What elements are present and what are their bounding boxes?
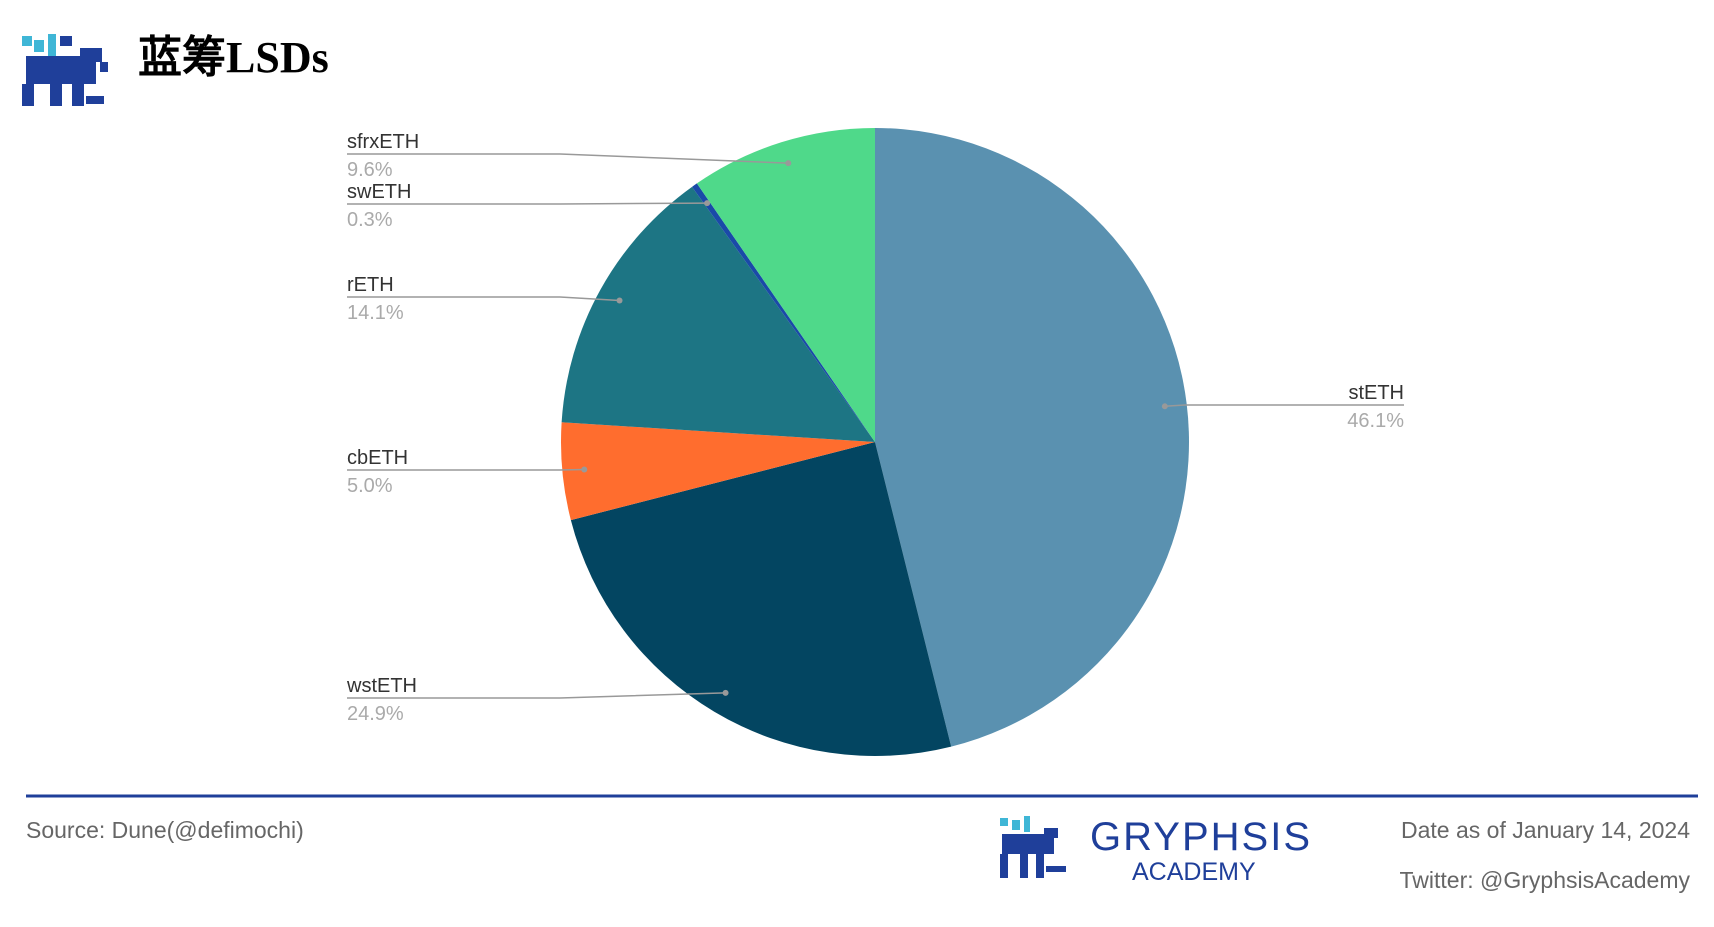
brand-sub: ACADEMY xyxy=(1132,858,1256,886)
slice-value: 5.0% xyxy=(347,475,393,497)
slice-label: cbETH xyxy=(347,447,408,469)
title: 蓝筹LSDs xyxy=(138,33,329,82)
leader-dot xyxy=(1161,403,1168,410)
leader-dot xyxy=(704,200,711,207)
pie: stETH 46.1% wstETH 24.9% cbETH 5.0% rETH 14.1% s… xyxy=(346,128,1404,756)
slice-value: 24.9% xyxy=(347,703,404,725)
slice xyxy=(696,128,875,442)
slice xyxy=(561,186,875,442)
slice xyxy=(570,442,952,756)
leader-line xyxy=(347,153,789,164)
slice-value: 9.6% xyxy=(347,159,393,181)
slice xyxy=(692,183,875,442)
slice-label: sfrxETH xyxy=(347,131,419,153)
date: Date as of January 14, 2024 xyxy=(1401,817,1690,843)
brand: GRYPHSIS xyxy=(1090,815,1312,859)
leader-line xyxy=(1164,404,1404,408)
slice-value: 0.3% xyxy=(347,209,393,231)
slice-value: 46.1% xyxy=(1347,410,1404,432)
leader-line xyxy=(347,468,585,471)
slice-label: stETH xyxy=(1348,382,1404,404)
leader-dot xyxy=(722,689,729,696)
slice-value: 14.1% xyxy=(347,302,404,324)
slice-label: rETH xyxy=(347,274,394,296)
leader-line xyxy=(347,202,708,205)
logo xyxy=(22,34,108,106)
footer-logo xyxy=(1000,816,1066,878)
slice xyxy=(561,422,875,521)
slice-label: swETH xyxy=(347,181,411,203)
source: Source: Dune(@defimochi) xyxy=(26,817,304,843)
slice-label: wstETH xyxy=(346,675,417,697)
leader-dot xyxy=(581,466,588,473)
leader-line xyxy=(347,692,726,699)
leader-dot xyxy=(616,297,623,304)
twitter: Twitter: @GryphsisAcademy xyxy=(1400,867,1691,893)
leader-line xyxy=(347,296,620,302)
slice xyxy=(875,128,1189,747)
leader-dot xyxy=(785,160,792,167)
